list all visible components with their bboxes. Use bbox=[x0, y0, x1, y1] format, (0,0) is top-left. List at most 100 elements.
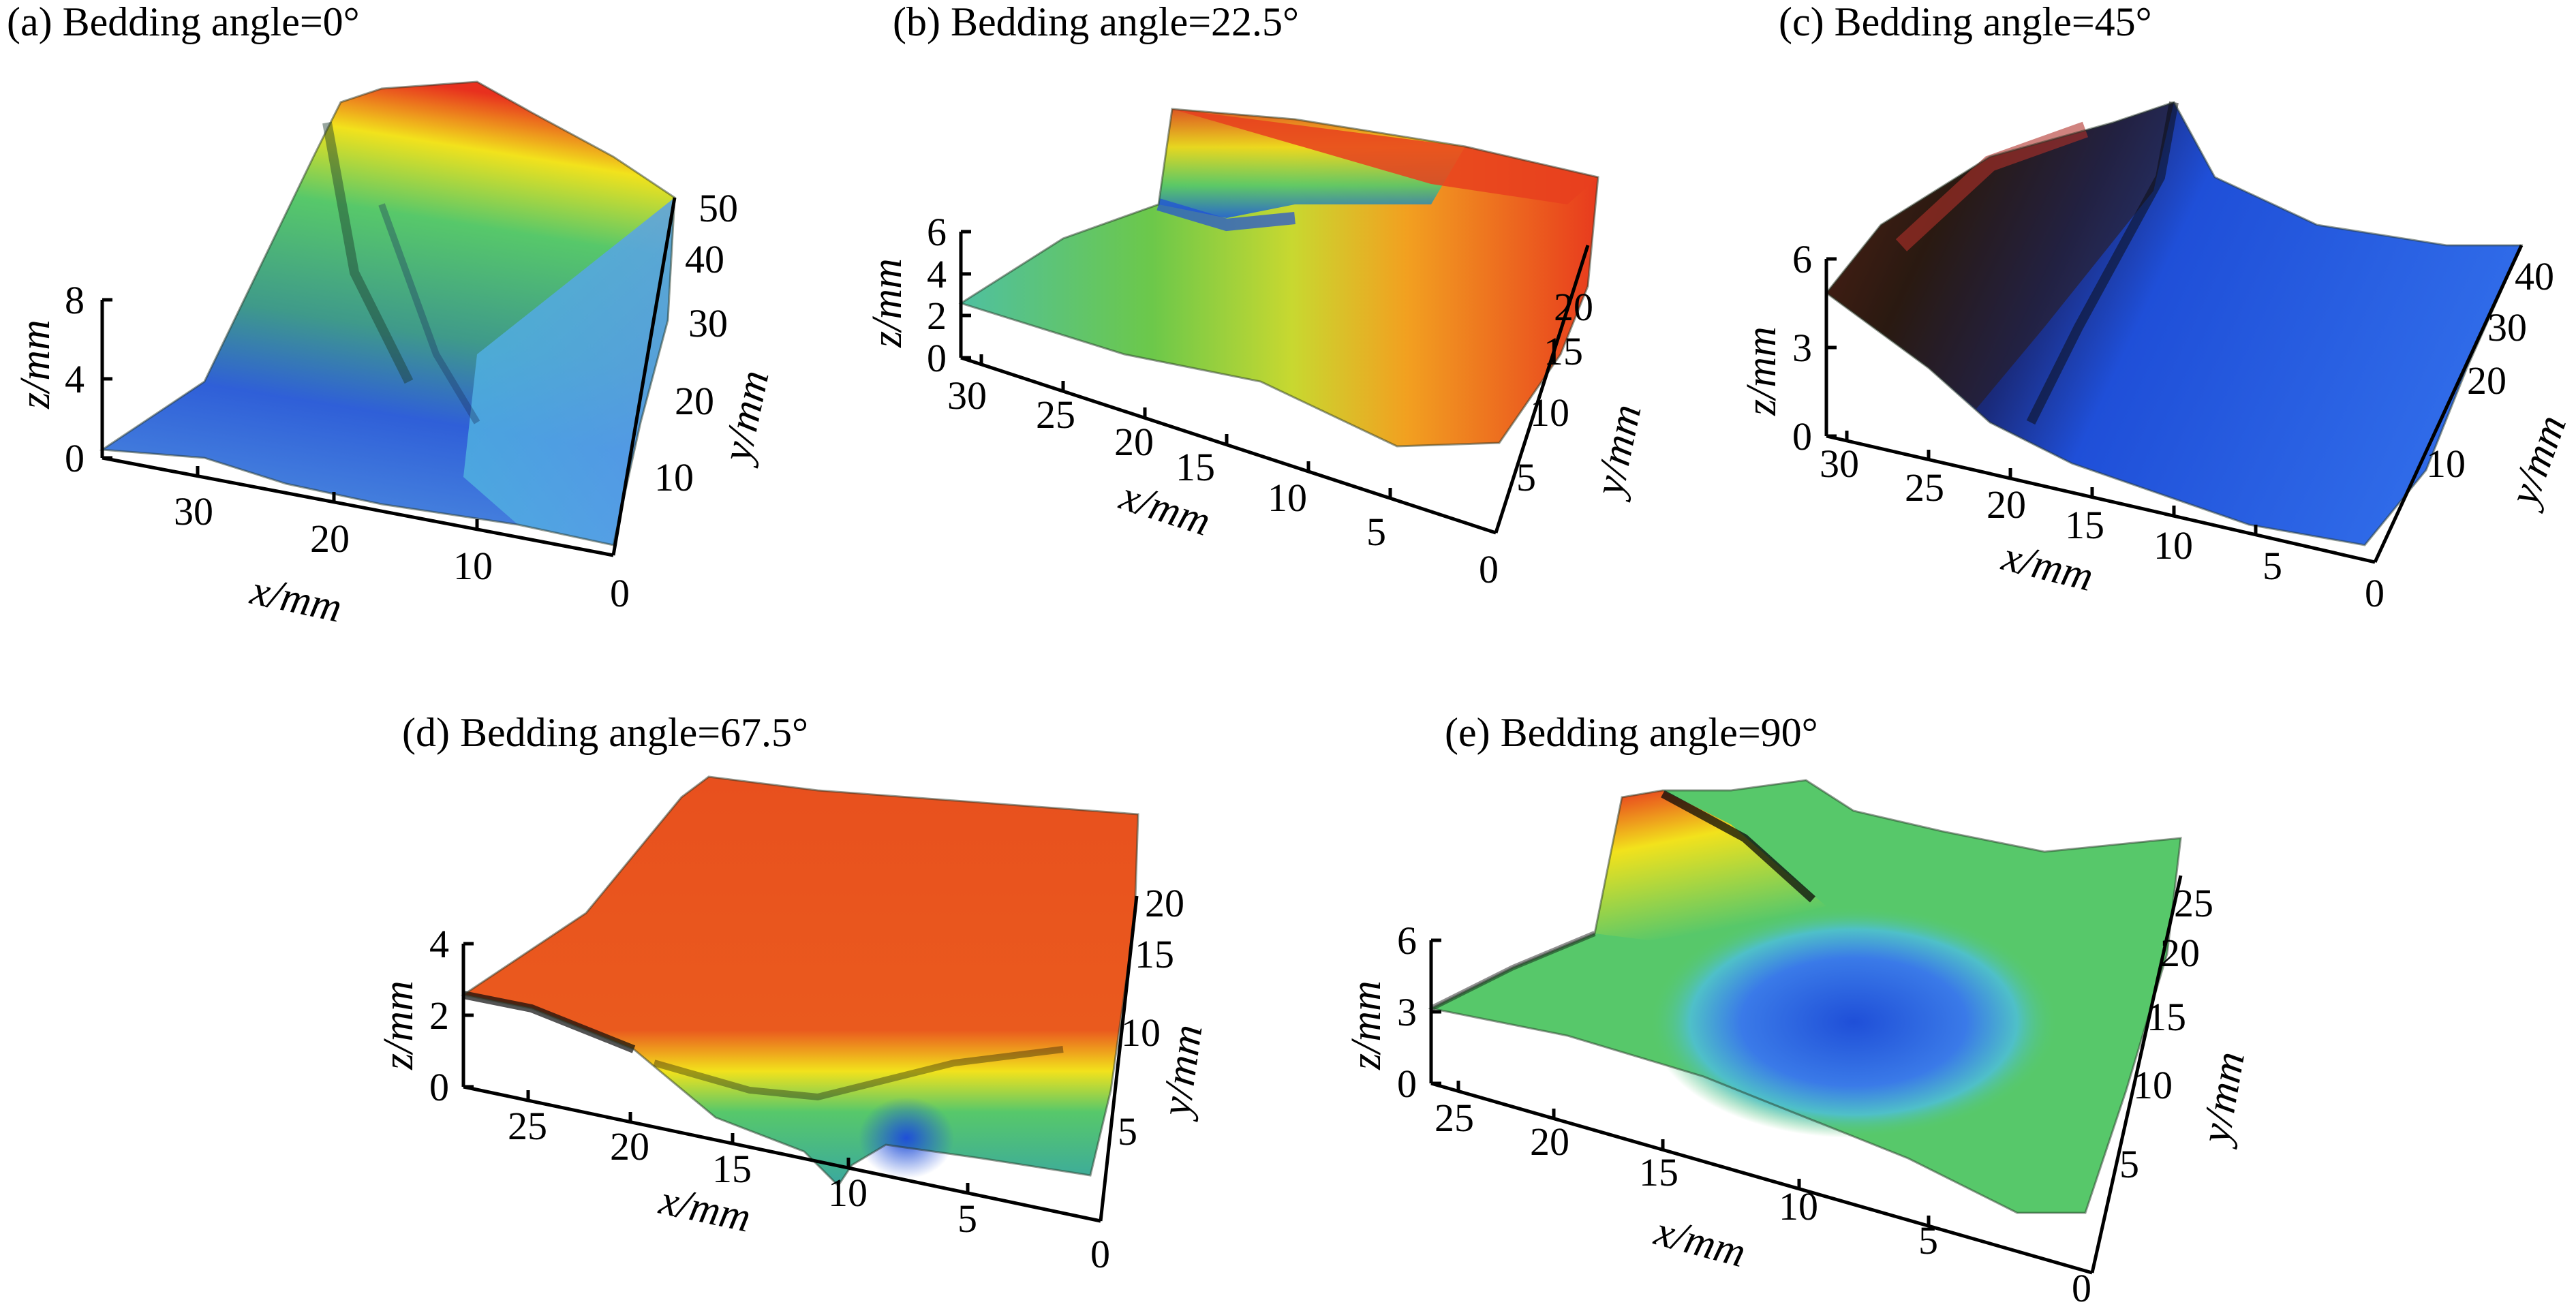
panel-c-y-tick: 0 bbox=[2365, 571, 2385, 615]
panel-a-y-label: y/mm bbox=[713, 366, 778, 469]
panel-d: (d) Bedding angle=67.5° 0 2 4 z/mm 25 bbox=[375, 710, 1212, 1276]
panel-e-x-axis bbox=[1430, 1081, 2093, 1275]
panel-a-y-tick: 30 bbox=[688, 301, 728, 345]
panel-a-y-axis bbox=[611, 197, 677, 556]
panel-b-surface bbox=[958, 108, 1599, 448]
panel-e-surface bbox=[1428, 779, 2182, 1214]
panel-b-x-tick: 30 bbox=[947, 373, 987, 418]
panel-b-y-tick: 15 bbox=[1544, 329, 1583, 373]
panel-b-x-tick: 10 bbox=[1268, 476, 1307, 520]
panel-b-x-tick: 20 bbox=[1114, 420, 1154, 464]
panel-e-y-tick: 10 bbox=[2133, 1063, 2173, 1107]
panel-e-y-tick: 5 bbox=[2119, 1142, 2139, 1186]
panel-a-x-axis bbox=[102, 456, 614, 557]
panel-c-x-tick: 10 bbox=[2153, 523, 2193, 568]
panel-b-z-tick: 4 bbox=[927, 252, 947, 296]
panel-d-z-tick: 0 bbox=[429, 1065, 449, 1109]
panel-b-y-label: y/mm bbox=[1585, 400, 1651, 503]
panel-e-x-tick: 5 bbox=[1918, 1218, 1938, 1263]
panel-b-x-tick: 15 bbox=[1176, 445, 1215, 489]
panel-c: (c) Bedding angle=45° 0 3 6 z/mm bbox=[1738, 0, 2575, 615]
panel-c-z-label: z/mm bbox=[1738, 326, 1785, 416]
panel-b: (b) Bedding angle=22.5° 0 2 4 6 z/mm bbox=[864, 0, 1651, 591]
panel-d-y-tick: 20 bbox=[1145, 881, 1184, 925]
panel-b-y-tick: 0 bbox=[1479, 547, 1499, 591]
panel-b-x-tick: 25 bbox=[1036, 392, 1075, 437]
panel-d-y-tick: 5 bbox=[1118, 1109, 1137, 1154]
panel-c-title: (c) Bedding angle=45° bbox=[1779, 0, 2152, 44]
panel-d-x-tick: 5 bbox=[957, 1196, 977, 1241]
panel-a-z-tick: 4 bbox=[65, 357, 85, 401]
panel-c-y-label: y/mm bbox=[2499, 409, 2575, 514]
panel-a-title: (a) Bedding angle=0° bbox=[7, 0, 360, 44]
panel-d-x-axis bbox=[463, 1085, 1101, 1223]
panel-c-z-tick: 0 bbox=[1792, 414, 1812, 459]
panel-e-y-tick: 25 bbox=[2174, 881, 2213, 925]
panel-b-z-ticks: 0 2 4 6 z/mm bbox=[864, 210, 971, 380]
panel-d-y-axis bbox=[1099, 895, 1139, 1222]
panel-a: (a) Bedding angle=0° 0 4 8 z/mm 3 bbox=[7, 0, 778, 632]
panel-e-x-tick: 10 bbox=[1779, 1184, 1818, 1229]
panel-b-y-axis bbox=[1494, 245, 1590, 534]
panel-d-surface bbox=[461, 775, 1139, 1188]
panel-e-y-tick: 20 bbox=[2160, 931, 2200, 975]
panel-b-y-tick: 20 bbox=[1554, 285, 1593, 329]
panel-d-y-tick: 15 bbox=[1135, 932, 1174, 976]
panel-b-x-ticks: 30 25 20 15 10 5 x/mm bbox=[947, 354, 1392, 554]
panel-a-z-label: z/mm bbox=[12, 320, 59, 410]
panel-a-y-tick: 50 bbox=[699, 186, 738, 230]
panel-d-x-ticks: 25 20 15 10 5 x/mm bbox=[508, 1090, 977, 1241]
panel-a-x-tick: 20 bbox=[310, 516, 350, 561]
panel-e-y-ticks: 0 5 10 15 20 25 y/mm bbox=[2072, 881, 2254, 1310]
panel-b-z-tick: 6 bbox=[927, 210, 947, 254]
panel-e-y-label: y/mm bbox=[2192, 1048, 2254, 1150]
panel-e-x-label: x/mm bbox=[1649, 1208, 1750, 1277]
panel-c-x-tick: 25 bbox=[1905, 465, 1944, 510]
panel-b-x-axis bbox=[960, 356, 1497, 535]
panel-a-x-tick: 10 bbox=[453, 544, 493, 588]
panel-c-y-axis bbox=[2373, 244, 2524, 563]
panel-a-x-tick: 30 bbox=[174, 489, 213, 534]
panel-e-x-tick: 20 bbox=[1530, 1119, 1569, 1164]
panel-a-x-label: x/mm bbox=[246, 567, 346, 632]
panel-e-z-ticks: 0 3 6 z/mm bbox=[1343, 918, 1441, 1106]
panel-c-z-ticks: 0 3 6 z/mm bbox=[1738, 237, 1837, 459]
panel-a-z-tick: 8 bbox=[65, 278, 85, 322]
panel-c-y-tick: 40 bbox=[2515, 254, 2554, 298]
panel-b-z-tick: 0 bbox=[927, 336, 947, 380]
panel-e-x-ticks: 25 20 15 10 5 x/mm bbox=[1435, 1081, 1938, 1276]
panel-d-z-ticks: 0 2 4 z/mm bbox=[375, 922, 474, 1109]
panel-e: (e) Bedding angle=90° 0 3 6 z/mm bbox=[1343, 710, 2254, 1310]
panel-b-y-tick: 5 bbox=[1516, 455, 1536, 499]
panel-b-z-label: z/mm bbox=[864, 258, 910, 348]
panel-c-x-axis bbox=[1826, 434, 2376, 564]
panel-c-z-tick: 6 bbox=[1792, 237, 1812, 281]
panel-c-x-tick: 15 bbox=[2065, 503, 2104, 547]
panel-c-x-tick: 30 bbox=[1820, 442, 1859, 486]
panel-e-x-tick: 15 bbox=[1639, 1150, 1678, 1194]
panel-c-z-tick: 3 bbox=[1792, 326, 1812, 370]
panel-d-x-tick: 15 bbox=[712, 1147, 752, 1191]
panel-e-z-tick: 0 bbox=[1397, 1062, 1417, 1106]
panel-d-x-tick: 10 bbox=[828, 1171, 868, 1215]
panel-b-y-ticks: 0 5 10 15 20 y/mm bbox=[1479, 285, 1651, 591]
panel-d-y-label: y/mm bbox=[1152, 1021, 1212, 1122]
panel-d-x-tick: 20 bbox=[610, 1124, 649, 1169]
panel-e-title: (e) Bedding angle=90° bbox=[1445, 710, 1818, 755]
panel-c-surface bbox=[1824, 101, 2524, 546]
panel-b-x-tick: 5 bbox=[1366, 510, 1386, 554]
panel-e-z-tick: 6 bbox=[1397, 918, 1417, 963]
panel-d-x-tick: 25 bbox=[508, 1104, 547, 1148]
panel-c-x-tick: 5 bbox=[2263, 544, 2282, 588]
panel-c-y-tick: 10 bbox=[2426, 442, 2466, 486]
panel-c-y-tick: 30 bbox=[2487, 305, 2527, 350]
panel-a-y-tick: 20 bbox=[675, 379, 714, 423]
panel-d-title: (d) Bedding angle=67.5° bbox=[402, 710, 808, 755]
panel-c-y-tick: 20 bbox=[2467, 358, 2506, 403]
panel-d-y-tick: 10 bbox=[1121, 1010, 1161, 1055]
panel-e-z-tick: 3 bbox=[1397, 990, 1417, 1034]
panel-c-x-tick: 20 bbox=[1987, 482, 2026, 527]
panel-a-z-tick: 0 bbox=[65, 436, 85, 480]
panel-e-z-label: z/mm bbox=[1343, 980, 1390, 1070]
